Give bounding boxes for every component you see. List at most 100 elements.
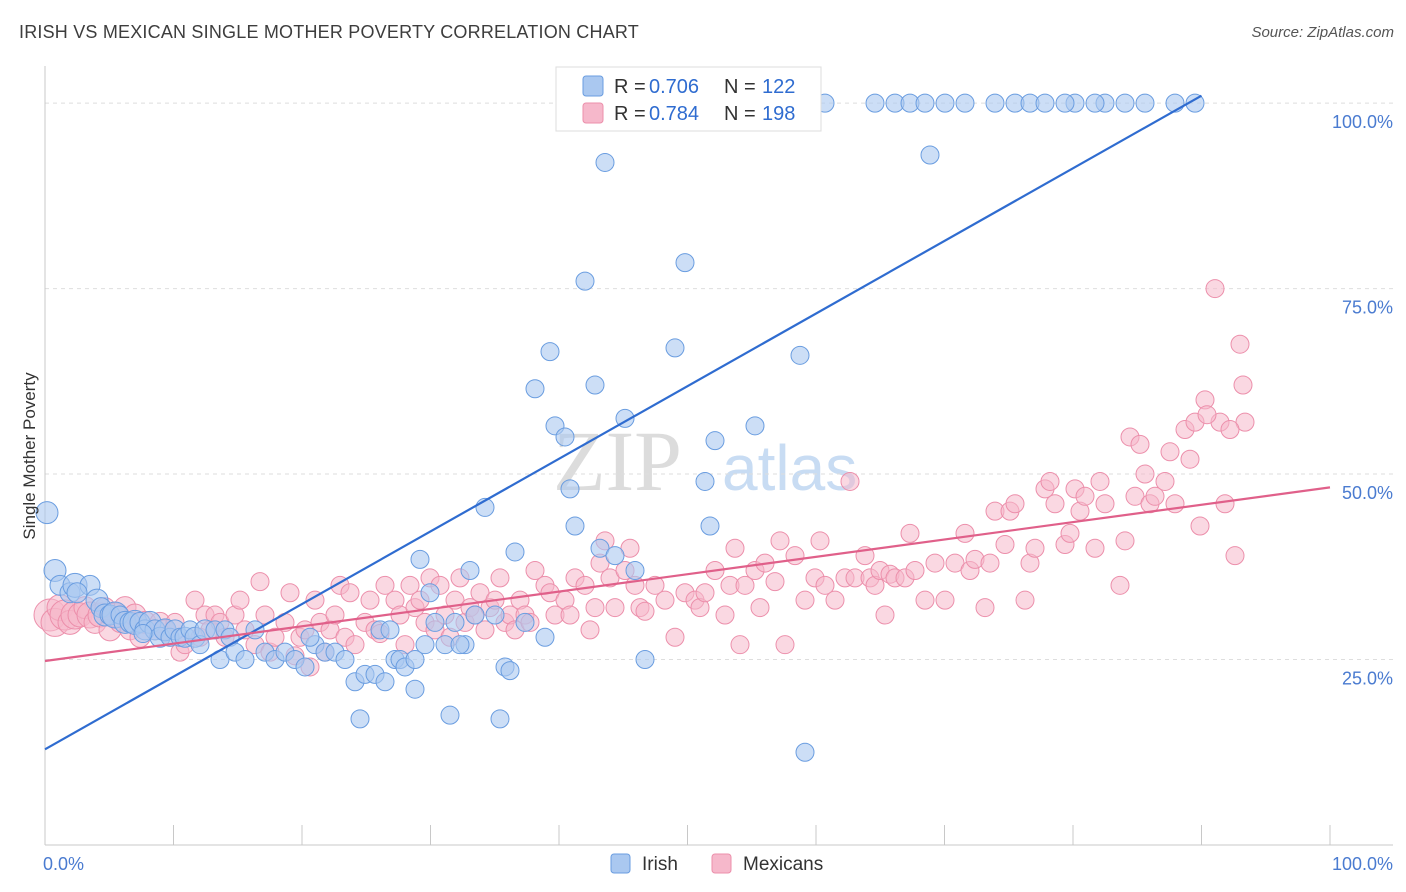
legend-mexicans-swatch: [711, 853, 732, 874]
irish-point-87: [635, 650, 655, 670]
mexicans-point-58: [360, 590, 380, 610]
irish-point-40: [295, 657, 315, 677]
mexicans-point-188: [1190, 516, 1210, 536]
stats-legend: R = 0.706 N = 122 R = 0.784 N = 198: [555, 66, 822, 132]
series-legend: Irish Mexicans: [610, 853, 823, 875]
mexicans-point-121: [735, 575, 755, 595]
mexicans-point-110: [655, 590, 675, 610]
mexicans-point-164: [1040, 471, 1060, 491]
mex-r-label: R =: [614, 103, 646, 125]
mexicans-point-115: [695, 583, 715, 603]
mexicans-point-131: [810, 531, 830, 551]
x-tick-labels: 0.0% 100.0%: [43, 854, 1393, 874]
irish-point-97: [795, 742, 815, 762]
mexicans-point-183: [1160, 442, 1180, 462]
mexicans-point-167: [1060, 523, 1080, 543]
irish-point-91: [700, 516, 720, 536]
irish-point-78: [560, 479, 580, 499]
irish-point-94: [745, 416, 765, 436]
mexicans-point-160: [1015, 590, 1035, 610]
mexicans-point-162: [1025, 538, 1045, 558]
irish-point-57: [415, 635, 435, 655]
irish-point-102: [935, 93, 955, 113]
mexicans-point-146: [905, 560, 925, 580]
irish-point-115: [1115, 93, 1135, 113]
irish-point-55: [405, 679, 425, 699]
mexicans-point-56: [345, 635, 365, 655]
source-credit: Source: ZipAtlas.com: [1251, 24, 1394, 41]
mexicans-point-35: [230, 590, 250, 610]
y-tick-label-3: 100.0%: [1332, 112, 1393, 132]
irish-point-124: [380, 620, 400, 640]
mexicans-point-111: [665, 627, 685, 647]
irish-point-120: [915, 93, 935, 113]
mexicans-point-103: [605, 598, 625, 618]
irish-point-75: [540, 342, 560, 362]
mexicans-point-38: [250, 572, 270, 592]
mexicans-point-133: [825, 590, 845, 610]
mexicans-point-165: [1045, 494, 1065, 514]
legend-mexicans-label: Mexicans: [743, 854, 823, 875]
mexicans-point-65: [400, 575, 420, 595]
irish-point-73: [525, 379, 545, 399]
mexicans-point-192: [1215, 494, 1235, 514]
mexicans-point-128: [785, 546, 805, 566]
mexicans-point-197: [1233, 375, 1253, 395]
irish-point-34: [235, 650, 255, 670]
mexicans-point-95: [560, 605, 580, 625]
irish-point-83: [595, 152, 615, 172]
mexicans-point-194: [1230, 334, 1250, 354]
irish-point-65: [465, 605, 485, 625]
mexicans-point-119: [725, 538, 745, 558]
irish-point-86: [625, 560, 645, 580]
mexicans-point-173: [1095, 494, 1115, 514]
irish-point-71: [505, 542, 525, 562]
irish-point-56: [410, 549, 430, 569]
irish-point-90: [695, 471, 715, 491]
mexicans-point-193: [1225, 546, 1245, 566]
irish-point-111: [865, 93, 885, 113]
mexicans-point-151: [955, 523, 975, 543]
mexicans-point-174: [1110, 575, 1130, 595]
irish-point-81: [585, 375, 605, 395]
irish-point-77: [555, 427, 575, 447]
mexicans-point-186: [1180, 449, 1200, 469]
mexicans-point-148: [925, 553, 945, 573]
mexicans-point-80: [475, 620, 495, 640]
mexicans-point-52: [325, 605, 345, 625]
mexicans-point-181: [1145, 486, 1165, 506]
mexicans-point-141: [875, 605, 895, 625]
mexicans-point-43: [280, 583, 300, 603]
mexicans-point-123: [750, 598, 770, 618]
mexicans-point-147: [915, 590, 935, 610]
legend-irish-label: Irish: [642, 854, 678, 875]
mexicans-swatch: [582, 102, 604, 124]
mexicans-point-149: [935, 590, 955, 610]
mexicans-point-177: [1125, 486, 1145, 506]
mexicans-point-172: [1090, 471, 1110, 491]
irish-point-59: [425, 612, 445, 632]
x-tick-label-0: 0.0%: [43, 854, 84, 874]
mexicans-point-83: [490, 568, 510, 588]
irish-point-61: [440, 705, 460, 725]
mexicans-point-170: [1075, 486, 1095, 506]
mexicans-point-120: [730, 635, 750, 655]
irish-point-116: [1085, 93, 1105, 113]
mexicans-point-48: [305, 590, 325, 610]
irish-point-88: [665, 338, 685, 358]
irish-point-92: [705, 431, 725, 451]
mexicans-point-99: [585, 598, 605, 618]
mexicans-point-182: [1155, 471, 1175, 491]
irish-point-113: [1055, 93, 1075, 113]
mexicans-point-155: [980, 553, 1000, 573]
irish-point-50: [375, 672, 395, 692]
mex-r-value: 0.784: [649, 103, 699, 125]
irish-point-119: [1185, 93, 1205, 113]
zipatlas-watermark: ZIP atlas: [553, 413, 857, 509]
mexicans-trend-line: [44, 486, 1331, 663]
page-title: IRISH VS MEXICAN SINGLE MOTHER POVERTY C…: [19, 22, 639, 42]
irish-n-label: N =: [724, 76, 756, 98]
irish-point-103: [985, 93, 1005, 113]
irish-point-84: [605, 546, 625, 566]
irish-point-79: [565, 516, 585, 536]
